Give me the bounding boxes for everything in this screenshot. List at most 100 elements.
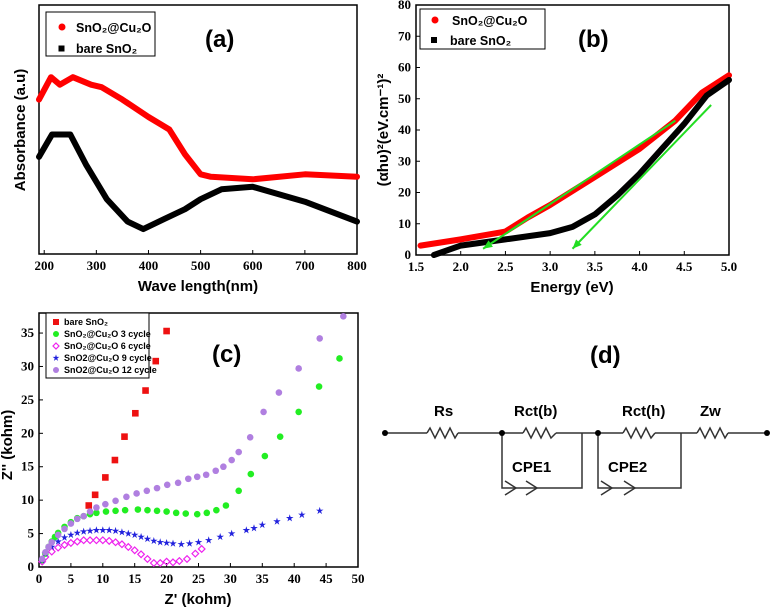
x-tick-label: 4.0 [631,259,647,274]
data-point [73,537,82,546]
data-point [185,539,194,547]
resistor-rct-b [522,426,557,440]
cpe2-symbol [600,480,614,496]
data-point [124,529,133,537]
data-point [193,510,201,518]
data-point [91,491,99,499]
data-point [204,536,213,544]
y-tick-label: 50 [398,91,411,106]
y-tick-label: 5 [28,526,35,541]
resistor-zw [696,426,729,440]
data-point [258,520,267,529]
data-point [134,506,142,513]
data-point [143,535,152,543]
data-point [246,434,254,441]
data-point [197,544,206,554]
data-point [235,448,242,456]
y-axis-label-c: Z'' (kohm) [0,410,16,480]
node [499,430,505,436]
x-tick-label: 3.5 [587,259,604,274]
data-point [93,504,100,511]
legend-b [419,8,546,50]
data-point [93,509,100,517]
x-tick-label: 50 [352,571,365,586]
legend-label: SnO₂@Cu₂O [76,21,152,35]
x-tick-label: 5.0 [721,259,737,274]
data-point [150,537,158,545]
data-point [227,529,236,537]
data-point [260,408,267,416]
x-tick-label: 10 [96,571,109,586]
data-point [144,506,151,514]
data-point [153,507,161,515]
data-point [137,533,145,541]
legend-label: SnO₂@Cu₂O 3 cycle [64,329,151,339]
cpe1-symbol [504,480,518,496]
data-point [203,509,211,517]
y-tick-label: 10 [21,492,34,507]
data-point [61,525,68,533]
data-point [98,536,107,545]
data-point [295,365,302,372]
data-point [73,515,81,523]
legend-label: SnO2@Cu₂O 9 cycle [64,353,152,363]
x-tick-label: 5 [68,571,75,586]
y-tick-label: 20 [398,185,411,200]
cpe2-symbol [623,480,637,496]
data-point [123,493,130,501]
data-point [156,558,165,568]
x-tick-label: 2.5 [497,259,514,274]
data-point [177,540,185,548]
data-point [213,506,220,514]
data-point [130,531,139,539]
data-point [286,514,294,522]
data-point [222,502,230,509]
data-point [47,547,56,556]
data-point [276,433,284,440]
data-point [111,526,120,535]
x-tick-label: 20 [160,571,173,586]
legend-label: bare SnO₂ [450,34,511,48]
data-point [136,550,146,559]
x-tick-label: 35 [256,571,270,586]
data-point [247,470,255,478]
legend-label: SnO2@Cu₂O 12 cycle [64,365,157,375]
data-point [336,355,343,362]
data-point [117,540,127,549]
y-tick-label: 60 [398,60,411,75]
legend-label: SnO₂@Cu₂O [452,14,528,28]
data-point [163,481,171,489]
x-tick-label: 3.0 [542,259,558,274]
legend-label: bare SnO₂ [64,317,108,327]
data-point [111,456,119,464]
x-tick-label: 4.5 [676,259,693,274]
label-cpe2: CPE2 [608,459,647,476]
y-tick-label: 10 [398,216,411,231]
x-tick-label: 500 [191,258,211,273]
x-tick-label: 300 [87,258,107,273]
y-tick-label: 20 [21,425,34,440]
panel-label-b: (b) [578,26,609,53]
data-point [191,549,200,558]
panel-c: (c) Z' (kohm) Z'' (kohm) bare SnO₂ SnO₂@C… [0,312,365,608]
data-point [174,479,182,487]
legend-marker-circle [431,16,439,24]
data-point [45,543,52,551]
panel-d-circuit: (d) Rs Rct(b) Rct(h) Zw CPE1 CPE2 [382,342,770,496]
resistor-rct-h [622,426,656,440]
data-point [48,538,56,546]
data-point [133,490,140,497]
x-tick-label: 800 [347,258,367,273]
data-point [163,508,170,515]
data-point [142,387,149,394]
y-tick-label: 30 [398,153,411,168]
data-point [182,554,192,564]
data-point [92,536,101,545]
series-line-0 [36,74,360,183]
cpe2-branch [597,433,682,489]
data-point [184,475,192,483]
data-point [316,335,324,342]
label-rct-h: Rct(h) [622,403,665,420]
data-point [105,526,113,534]
